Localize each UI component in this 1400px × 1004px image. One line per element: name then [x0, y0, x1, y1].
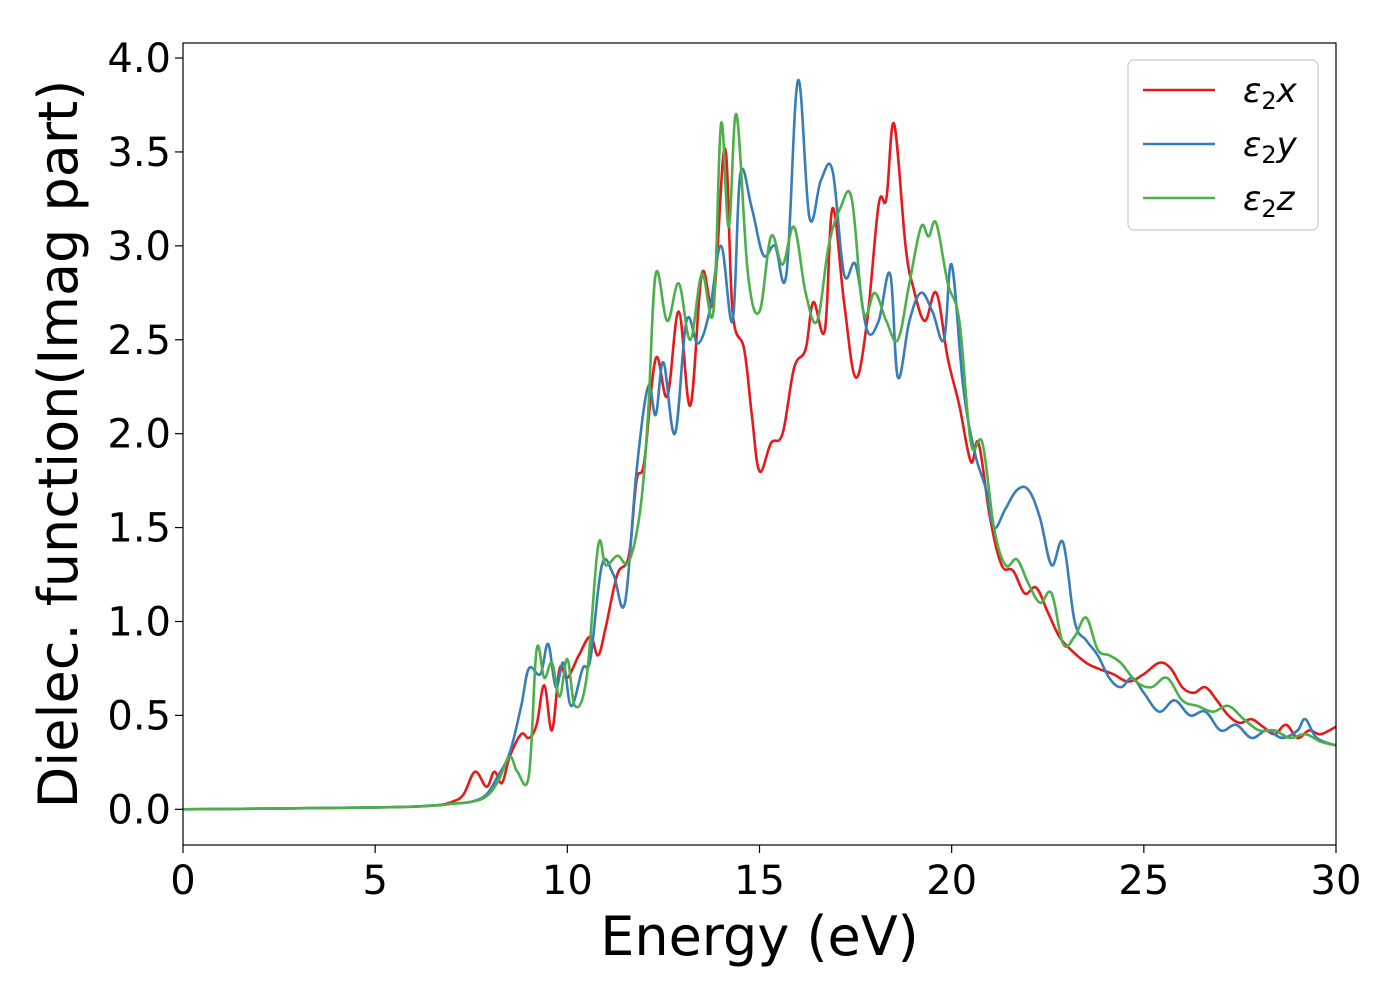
x-tick-label: 0 [170, 858, 195, 904]
y-tick-label: 3.0 [107, 224, 171, 270]
y-tick-label: 0.5 [107, 693, 171, 739]
y-tick-label: 0.0 [107, 787, 171, 833]
series-line-x [183, 122, 1336, 811]
y-tick-label: 2.0 [107, 412, 171, 458]
x-tick-label: 25 [1118, 858, 1169, 904]
y-axis: 0.0 0.5 1.0 1.5 2.0 2.5 3.0 3.5 4.0 [107, 36, 183, 833]
series-line-y [183, 79, 1336, 811]
y-tick-label: 1.0 [107, 599, 171, 645]
x-tick-label: 30 [1311, 858, 1362, 904]
x-tick-label: 15 [734, 858, 785, 904]
legend: ε2x ε2y ε2z [1127, 59, 1319, 231]
x-axis: 0 5 10 15 20 25 30 [170, 845, 1361, 904]
y-tick-label: 4.0 [107, 36, 171, 82]
x-axis-label: Energy (eV) [600, 905, 919, 968]
y-tick-label: 3.5 [107, 130, 171, 176]
x-tick-label: 20 [926, 858, 977, 904]
x-tick-label: 5 [362, 858, 387, 904]
legend-label-x: ε2x [1243, 71, 1298, 115]
y-tick-label: 1.5 [107, 506, 171, 552]
series-line-z [183, 113, 1336, 811]
legend-box [1127, 59, 1319, 231]
legend-label-z: ε2z [1243, 179, 1296, 223]
series-layer [183, 79, 1336, 811]
x-tick-label: 10 [542, 858, 593, 904]
legend-label-y: ε2y [1243, 125, 1298, 169]
y-tick-label: 2.5 [107, 318, 171, 364]
y-axis-label: Dielec. function(Imag part) [27, 80, 90, 809]
